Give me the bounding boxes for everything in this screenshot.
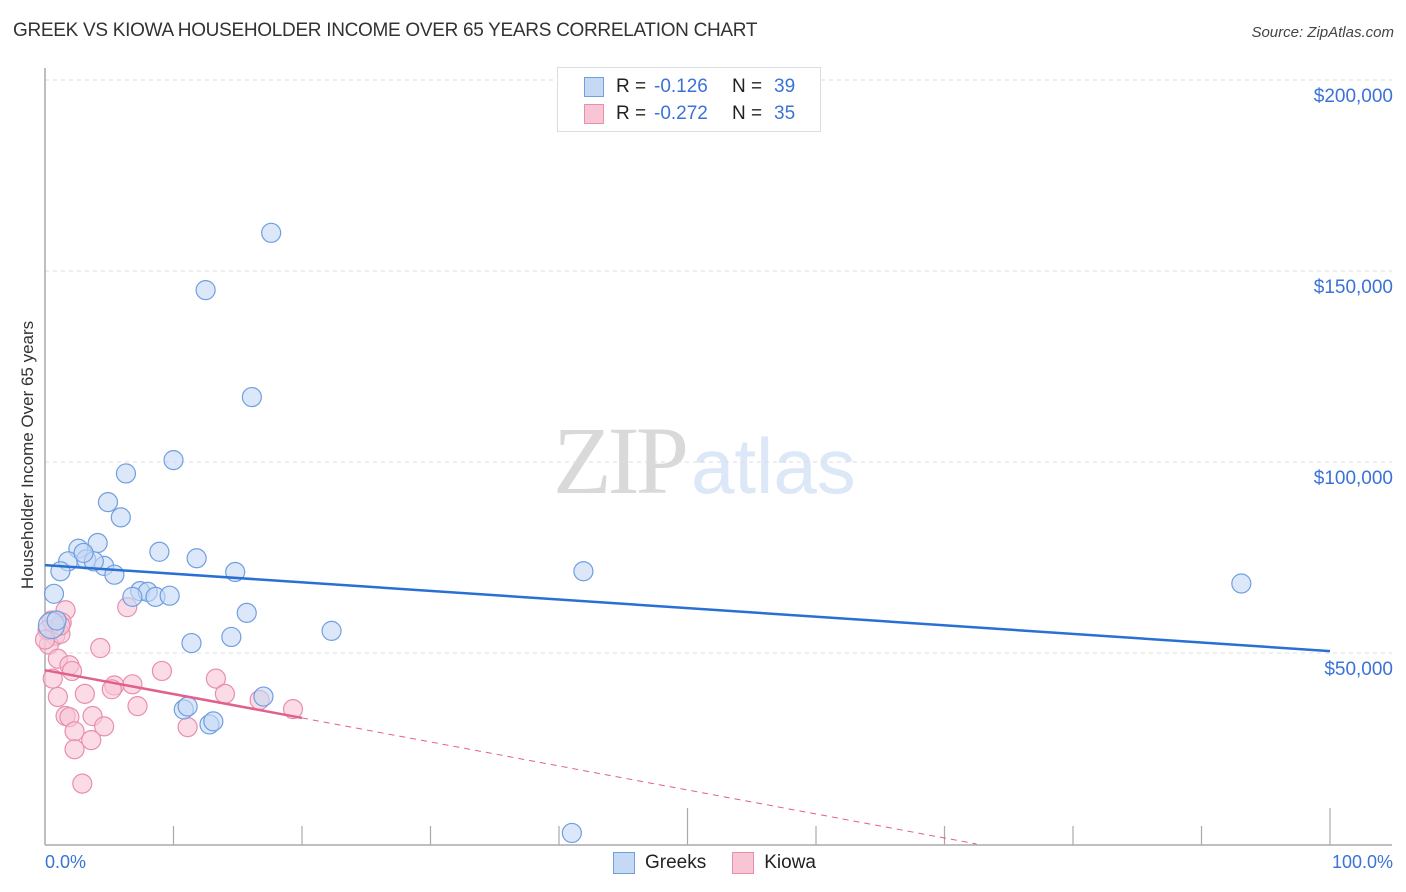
x-tick-0: 0.0% xyxy=(45,852,87,872)
y-tick-50000: $50,000 xyxy=(1324,659,1393,680)
data-point[interactable] xyxy=(261,222,282,243)
kiowa-legend-label: Kiowa xyxy=(764,852,816,873)
greeks-swatch xyxy=(584,77,604,97)
legend-item-kiowa[interactable]: Kiowa xyxy=(732,852,816,874)
kiowa-swatch xyxy=(584,104,604,124)
data-point[interactable] xyxy=(241,386,262,408)
watermark: ZIPatlas xyxy=(553,405,856,516)
y-axis-label: Householder Income Over 65 years xyxy=(18,320,37,590)
data-point[interactable] xyxy=(64,739,85,760)
x-axis-ticks xyxy=(172,808,1331,845)
gridlines xyxy=(45,79,1392,654)
data-point[interactable] xyxy=(195,280,216,301)
axes xyxy=(44,68,1392,846)
greeks-r-label: R = xyxy=(616,76,647,97)
y-tick-150000: $150,000 xyxy=(1313,277,1393,298)
data-point[interactable] xyxy=(104,564,125,585)
kiowa-r-value: -0.272 xyxy=(654,103,708,124)
kiowa-trend-extension xyxy=(301,717,977,845)
data-point[interactable] xyxy=(1231,573,1252,594)
trend-lines xyxy=(44,563,1331,845)
data-point[interactable] xyxy=(181,632,202,654)
greeks-points xyxy=(37,222,1252,844)
watermark-zip: ZIP xyxy=(553,407,689,514)
data-point[interactable] xyxy=(186,548,207,569)
greeks-trend-line xyxy=(44,563,1331,653)
data-point[interactable] xyxy=(203,711,224,732)
source-label: Source: ZipAtlas.com xyxy=(1251,24,1394,41)
legend-item-greeks[interactable]: Greeks xyxy=(613,852,706,874)
data-point[interactable] xyxy=(214,683,235,704)
data-point[interactable] xyxy=(97,492,119,513)
data-point[interactable] xyxy=(122,586,143,607)
kiowa-n-value: 35 xyxy=(774,103,796,124)
chart-title: GREEK VS KIOWA HOUSEHOLDER INCOME OVER 6… xyxy=(13,20,758,41)
series-legend: Greeks Kiowa xyxy=(613,852,842,874)
data-point[interactable] xyxy=(74,683,95,704)
data-point[interactable] xyxy=(42,668,63,689)
data-point[interactable] xyxy=(573,561,594,582)
data-point[interactable] xyxy=(159,585,180,606)
legend-row-kiowa: R = -0.272 N = 35 xyxy=(584,102,795,126)
data-point[interactable] xyxy=(177,717,198,738)
data-point[interactable] xyxy=(81,729,102,751)
data-point[interactable] xyxy=(43,583,65,604)
correlation-legend: R = -0.126 N = 39 R = -0.272 N = 35 xyxy=(557,67,821,132)
data-point[interactable] xyxy=(236,602,257,623)
data-point[interactable] xyxy=(94,716,115,737)
data-point[interactable] xyxy=(321,620,342,641)
data-point[interactable] xyxy=(151,660,173,682)
data-point[interactable] xyxy=(282,699,304,720)
greeks-r-value: -0.126 xyxy=(654,76,708,97)
kiowa-legend-swatch xyxy=(732,852,755,874)
greeks-legend-swatch xyxy=(613,852,635,874)
greeks-n-value: 39 xyxy=(774,76,796,97)
greeks-legend-label: Greeks xyxy=(645,852,707,873)
kiowa-trend-line xyxy=(44,668,303,720)
data-point[interactable] xyxy=(163,449,184,471)
data-point[interactable] xyxy=(110,507,131,528)
data-point[interactable] xyxy=(253,686,274,707)
data-point[interactable] xyxy=(221,626,242,648)
data-point[interactable] xyxy=(73,542,94,564)
data-point[interactable] xyxy=(561,822,582,844)
kiowa-n-label: N = xyxy=(732,103,763,124)
data-point[interactable] xyxy=(90,637,111,659)
data-point[interactable] xyxy=(177,696,198,717)
data-point[interactable] xyxy=(46,610,67,631)
y-tick-100000: $100,000 xyxy=(1313,468,1393,489)
data-point[interactable] xyxy=(64,721,85,742)
x-tick-100: 100.0% xyxy=(1331,852,1393,872)
kiowa-r-label: R = xyxy=(616,103,647,124)
data-point[interactable] xyxy=(115,463,137,484)
legend-row-greeks: R = -0.126 N = 39 xyxy=(584,75,795,99)
data-point[interactable] xyxy=(72,773,93,794)
y-tick-200000: $200,000 xyxy=(1313,86,1393,107)
greeks-n-label: N = xyxy=(732,76,763,97)
data-point[interactable] xyxy=(149,541,170,562)
data-point[interactable] xyxy=(127,695,148,717)
data-point[interactable] xyxy=(47,686,68,708)
watermark-atlas: atlas xyxy=(691,422,856,510)
data-point[interactable] xyxy=(205,668,227,689)
